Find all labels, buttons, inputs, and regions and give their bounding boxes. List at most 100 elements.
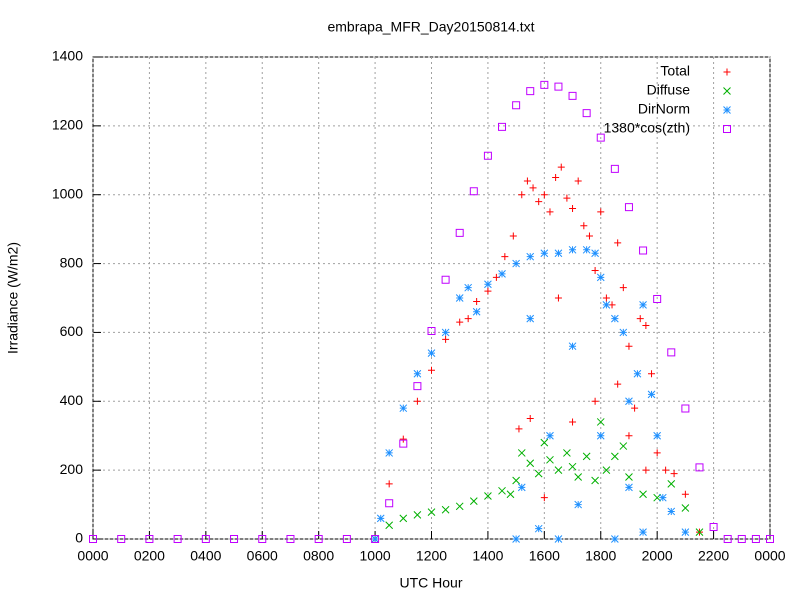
point [515, 425, 523, 433]
y-tick-label: 200 [60, 461, 84, 477]
y-tick-label: 1400 [52, 48, 83, 64]
legend-label: Total [660, 63, 690, 79]
chart-title: embrapa_MFR_Day20150814.txt [327, 19, 534, 35]
y-tick-label: 600 [60, 323, 84, 339]
point [580, 222, 588, 230]
point [413, 369, 422, 378]
point [631, 404, 639, 412]
point [173, 535, 182, 543]
point [596, 418, 605, 426]
point [540, 191, 548, 199]
point [647, 390, 656, 399]
x-tick-label: 0000 [77, 548, 108, 564]
point [574, 177, 582, 185]
point [625, 397, 633, 406]
point [385, 449, 394, 457]
point [636, 315, 644, 323]
x-tick-label: 1000 [360, 548, 391, 564]
point [766, 535, 774, 543]
point [619, 328, 628, 337]
point [639, 301, 647, 309]
legend-label: DirNorm [638, 101, 690, 117]
point [441, 275, 450, 284]
y-tick-label: 1000 [52, 185, 83, 201]
point [469, 187, 478, 196]
point [614, 239, 622, 247]
point [455, 228, 464, 237]
point [506, 490, 515, 499]
point [413, 511, 422, 519]
point [517, 449, 526, 457]
x-tick-label: 2000 [642, 548, 673, 564]
point [614, 380, 622, 388]
legend-marker [723, 106, 731, 114]
point [512, 535, 520, 543]
point [557, 163, 565, 171]
point [751, 535, 760, 543]
point [658, 493, 667, 502]
point [653, 449, 661, 457]
point [501, 253, 509, 261]
point [526, 87, 535, 96]
point [639, 490, 647, 499]
point [569, 204, 577, 212]
y-tick-label: 400 [60, 392, 84, 408]
point [484, 492, 492, 500]
point [653, 431, 662, 440]
legend-label: Diffuse [647, 82, 691, 98]
point [455, 502, 464, 511]
point [642, 466, 650, 474]
point [483, 151, 492, 160]
point [484, 287, 492, 295]
x-tick-label: 1800 [585, 548, 616, 564]
point [611, 314, 619, 323]
point [89, 535, 97, 543]
point [428, 366, 435, 374]
point [681, 504, 690, 512]
point [585, 232, 593, 240]
point [517, 483, 526, 492]
point [619, 442, 628, 450]
point [554, 535, 563, 543]
point [472, 307, 481, 316]
x-tick-label: 0400 [190, 548, 221, 564]
point [529, 184, 537, 192]
x-tick-label: 0200 [134, 548, 165, 564]
point [469, 497, 478, 505]
point [596, 431, 605, 440]
point [540, 249, 549, 258]
x-tick-label: 0000 [754, 548, 785, 564]
point [117, 535, 126, 543]
point [695, 528, 704, 536]
point [639, 528, 647, 536]
point [569, 418, 577, 426]
point [574, 500, 583, 509]
point [591, 476, 599, 485]
point [563, 449, 571, 457]
point [399, 404, 408, 413]
point [602, 301, 611, 309]
point [597, 208, 605, 216]
legend-marker [723, 125, 731, 133]
point [582, 109, 591, 118]
point [498, 486, 506, 495]
point [633, 369, 642, 378]
point [464, 315, 472, 323]
point [342, 535, 351, 543]
point [512, 101, 521, 110]
point [546, 208, 554, 216]
x-tick-label: 0600 [247, 548, 278, 564]
x-axis-label: UTC Hour [399, 575, 462, 591]
point [526, 415, 534, 422]
point [582, 452, 591, 461]
point [619, 284, 627, 292]
point [596, 273, 605, 282]
point [399, 439, 408, 448]
point [552, 174, 560, 181]
point [563, 194, 571, 202]
point [473, 297, 481, 305]
point [681, 528, 690, 536]
point [554, 466, 563, 474]
point [201, 535, 210, 543]
